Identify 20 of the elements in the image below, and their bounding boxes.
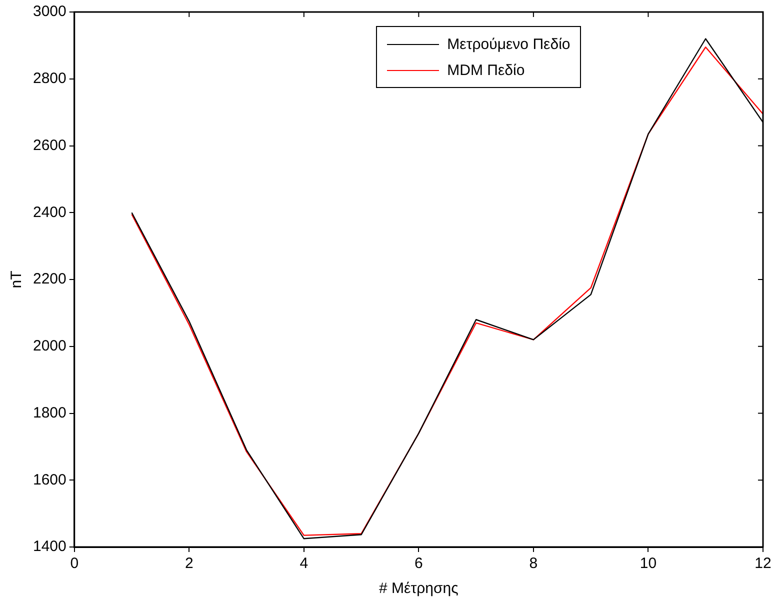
y-tick-label: 3000: [32, 3, 66, 20]
x-tick-label: 12: [754, 555, 772, 572]
y-tick-label: 1800: [32, 404, 66, 422]
y-tick-label: 1400: [32, 538, 66, 556]
y-tick-label: 1600: [32, 471, 66, 488]
x-tick-label: 4: [300, 555, 308, 572]
x-tick-label: 0: [70, 555, 79, 572]
x-tick-label: 8: [529, 555, 538, 572]
x-tick-label: 6: [414, 555, 423, 572]
x-axis-title: # Μέτρησης: [379, 580, 458, 598]
y-axis-title: nT: [8, 270, 26, 288]
y-tick-label: 2600: [32, 136, 66, 154]
y-tick-label: 2000: [32, 338, 66, 355]
legend-label: Μετρούμενο Πεδίο: [447, 36, 570, 52]
y-tick-label: 2200: [32, 270, 66, 288]
x-tick-label: 2: [184, 555, 194, 572]
x-tick-label: 10: [640, 555, 657, 572]
legend-label: MDM Πεδίο: [447, 62, 525, 78]
y-tick-label: 2800: [32, 70, 66, 88]
y-tick-label: 2400: [32, 204, 66, 221]
